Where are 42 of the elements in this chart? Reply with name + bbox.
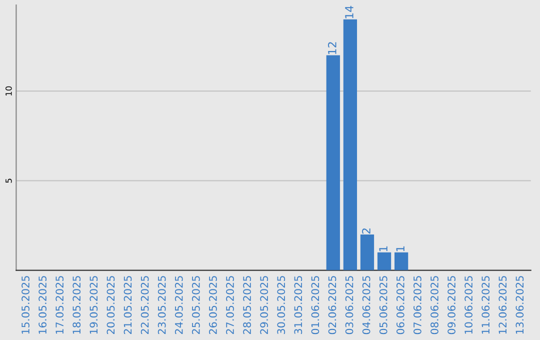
data-label: 1 xyxy=(379,246,388,252)
x-tick-label: 21.05.2025 xyxy=(124,276,132,334)
data-label: 14 xyxy=(345,6,354,18)
x-tick-label: 13.06.2025 xyxy=(516,276,524,334)
x-tick-label: 04.06.2025 xyxy=(362,276,370,334)
bar xyxy=(343,19,358,270)
x-tick-label: 24.05.2025 xyxy=(174,276,183,334)
x-tick-label: 15.05.2025 xyxy=(22,276,30,334)
y-tick-label: 5 xyxy=(6,178,12,183)
x-tick-label: 17.05.2025 xyxy=(56,276,64,334)
x-tick-label: 29.05.2025 xyxy=(260,276,268,334)
x-tick-label: 31.05.2025 xyxy=(294,276,302,334)
x-tick-label: 06.06.2025 xyxy=(396,276,404,334)
x-tick-label: 07.06.2025 xyxy=(413,276,422,334)
data-label: 2 xyxy=(362,228,370,234)
x-tick-label: 19.05.2025 xyxy=(90,276,98,334)
y-tick-label: 10 xyxy=(6,86,12,96)
x-tick-label: 23.05.2025 xyxy=(158,276,166,334)
x-tick-label: 18.05.2025 xyxy=(72,276,81,334)
x-tick-label: 22.05.2025 xyxy=(140,276,149,334)
x-tick-label: 16.05.2025 xyxy=(38,276,46,334)
x-tick-label: 05.06.2025 xyxy=(379,276,388,334)
x-tick-label: 25.05.2025 xyxy=(192,276,200,334)
bar xyxy=(394,252,408,270)
data-label: 1 xyxy=(396,246,404,252)
x-tick-label: 01.06.2025 xyxy=(311,276,320,334)
x-tick-label: 27.05.2025 xyxy=(226,276,234,334)
x-tick-label: 03.06.2025 xyxy=(345,276,354,334)
x-tick-label: 26.05.2025 xyxy=(209,276,217,334)
bar xyxy=(326,55,340,270)
x-tick-label: 28.05.2025 xyxy=(243,276,251,334)
data-label: 12 xyxy=(328,42,336,54)
x-tick-label: 20.05.2025 xyxy=(106,276,115,334)
x-tick-label: 08.06.2025 xyxy=(430,276,438,334)
x-tick-label: 09.06.2025 xyxy=(448,276,456,334)
bar xyxy=(360,234,374,270)
x-tick-label: 12.06.2025 xyxy=(498,276,507,334)
x-tick-label: 10.06.2025 xyxy=(464,276,472,334)
x-tick-label: 11.06.2025 xyxy=(482,276,490,334)
x-tick-label: 30.05.2025 xyxy=(277,276,286,334)
x-tick-label: 02.06.2025 xyxy=(328,276,336,334)
bar xyxy=(377,252,392,270)
